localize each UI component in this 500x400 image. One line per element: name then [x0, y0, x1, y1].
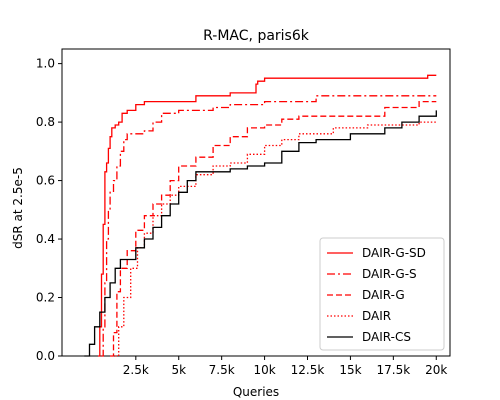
y-tick-label: 0.4	[36, 232, 55, 246]
series-line-2	[110, 100, 437, 357]
legend-label-1: DAIR-G-S	[362, 267, 417, 281]
series-line-1	[101, 95, 437, 357]
y-tick-label: 0.0	[36, 349, 55, 363]
series-layer	[84, 74, 437, 357]
legend-label-4: DAIR-CS	[362, 330, 411, 344]
x-tick-label: 2.5k	[123, 363, 149, 377]
chart-title: R-MAC, paris6k	[203, 28, 310, 44]
y-axis-ticks: 0.0 0.2 0.4 0.6 0.8 1.0	[36, 57, 62, 363]
plot-frame	[61, 48, 451, 357]
y-axis-title: dSR at 2.5e-5	[11, 167, 25, 249]
x-tick-label: 12.5k	[291, 363, 325, 377]
legend-label-2: DAIR-G	[362, 288, 405, 302]
y-tick-label: 0.6	[36, 174, 55, 188]
x-tick-label: 5k	[171, 363, 186, 377]
y-tick-label: 1.0	[36, 57, 55, 71]
legend-label-3: DAIR	[362, 309, 391, 323]
plot-area	[61, 48, 451, 357]
x-tick-label: 10k	[253, 363, 275, 377]
legend: DAIR-G-SD DAIR-G-S DAIR-G DAIR DAIR-CS	[319, 237, 445, 351]
x-tick-label: 17.5k	[377, 363, 411, 377]
legend-label-0: DAIR-G-SD	[362, 246, 426, 260]
y-tick-label: 0.8	[36, 115, 55, 129]
x-axis-title: Queries	[233, 385, 279, 399]
y-tick-label: 0.2	[36, 291, 55, 305]
x-tick-label: 15k	[339, 363, 361, 377]
series-line-0	[98, 74, 437, 357]
x-axis-ticks: 2.5k 5k 7.5k 10k 12.5k 15k 17.5k 20k	[123, 356, 447, 377]
x-tick-label: 20k	[425, 363, 447, 377]
x-tick-label: 7.5k	[209, 363, 235, 377]
legend-box	[319, 237, 445, 351]
series-line-4	[84, 110, 437, 357]
series-line-3	[115, 121, 437, 357]
